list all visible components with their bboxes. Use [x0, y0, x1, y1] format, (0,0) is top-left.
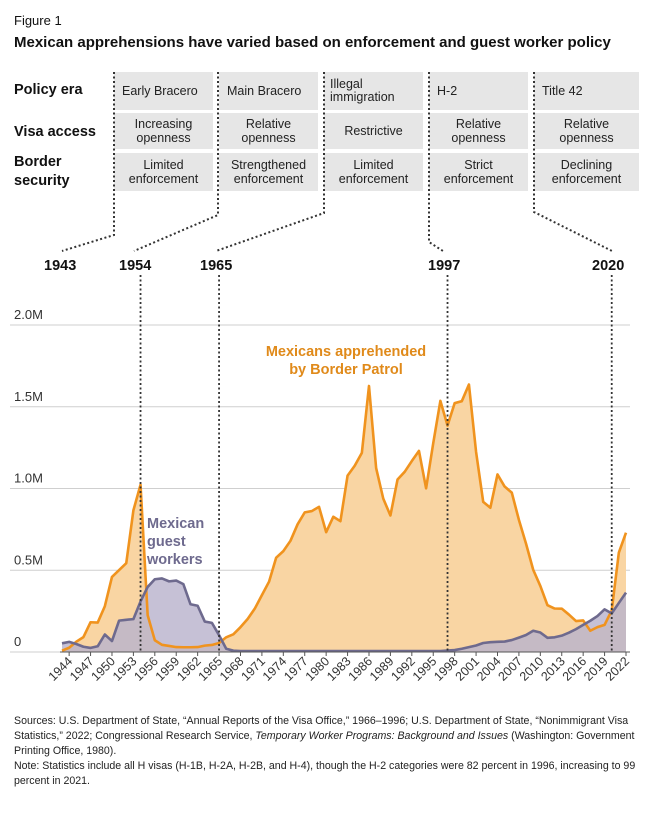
border-title-42: Declining enforcement	[534, 153, 639, 191]
boundary-year-1965: 1965	[200, 258, 233, 274]
era-name: Illegal	[330, 77, 363, 91]
border-line: Declining	[560, 158, 613, 172]
row-label-border-line2: security	[14, 173, 70, 189]
border-line: Limited	[353, 158, 394, 172]
era-name: Title 42	[542, 84, 583, 98]
connector-1943	[61, 72, 115, 252]
annotation-guest-workers: Mexican	[147, 516, 204, 532]
visa-line: openness	[559, 131, 614, 145]
visa-line: openness	[241, 131, 296, 145]
border-main-bracero: Strengthened enforcement	[219, 153, 318, 191]
series-line-guest-workers	[61, 577, 628, 653]
series-area-guest-workers	[62, 578, 626, 652]
annotation-guest-workers: guest	[147, 534, 186, 550]
visa-line: openness	[451, 131, 506, 145]
boundary-year-1997: 1997	[428, 258, 461, 274]
era-illegal-immigration: Illegal immigration	[324, 72, 423, 110]
row-label-border-security: Border security	[14, 153, 70, 191]
visa-title-42: Relative openness	[534, 113, 639, 149]
border-early-bracero: Limited enforcement	[114, 153, 213, 191]
era-main-bracero: Main Bracero	[219, 72, 318, 110]
border-illegal-immigration: Limited enforcement	[324, 153, 423, 191]
sources-text: Sources: U.S. Department of State, “Annu…	[14, 715, 635, 757]
visa-line: Relative	[245, 117, 292, 131]
series-line-apprehensions	[61, 383, 628, 652]
visa-line: Relative	[563, 117, 610, 131]
connector-1954	[133, 72, 219, 252]
row-label-visa-access: Visa access	[14, 124, 96, 140]
note-text: Note: Statistics include all H visas (H-…	[14, 760, 636, 787]
border-line: enforcement	[338, 172, 409, 186]
y-tick-label: 0.5M	[14, 552, 43, 567]
boundary-year-1943: 1943	[44, 258, 77, 274]
era-early-bracero: Early Bracero	[114, 72, 213, 110]
y-tick-label: 2.0M	[14, 307, 43, 322]
annotation-guest-workers: workers	[146, 552, 203, 568]
boundary-year-1954: 1954	[119, 258, 152, 274]
border-line: enforcement	[128, 172, 199, 186]
visa-main-bracero: Relative openness	[219, 113, 318, 149]
x-tick-label: 2022	[603, 654, 633, 684]
row-label-border-line1: Border	[14, 154, 62, 170]
connector-2020	[533, 72, 613, 252]
era-title-42: Title 42	[534, 72, 639, 110]
visa-line: openness	[136, 131, 191, 145]
visa-early-bracero: Increasing openness	[114, 113, 213, 149]
figure-title: Mexican apprehensions have varied based …	[14, 34, 611, 51]
visa-h2: Relative openness	[429, 113, 528, 149]
visa-illegal-immigration: Restrictive	[324, 113, 423, 149]
era-h2: H-2	[429, 72, 528, 110]
border-line: enforcement	[233, 172, 304, 186]
sources-italic: Temporary Worker Programs: Background an…	[255, 730, 509, 742]
border-line: enforcement	[443, 172, 514, 186]
annotation-apprehensions: by Border Patrol	[289, 362, 403, 378]
y-tick-label: 0	[14, 634, 21, 649]
border-line: Limited	[143, 158, 184, 172]
border-h2: Strict enforcement	[429, 153, 528, 191]
era-name: Main Bracero	[227, 84, 302, 98]
connector-1997	[428, 72, 444, 252]
era-name: Early Bracero	[122, 84, 198, 98]
series-area-apprehensions	[62, 384, 626, 652]
boundary-year-2020: 2020	[592, 258, 625, 274]
visa-line: Relative	[455, 117, 502, 131]
connector-1965	[215, 72, 325, 252]
era-name: immigration	[330, 90, 395, 104]
annotation-apprehensions: Mexicans apprehended	[266, 344, 426, 360]
y-tick-label: 1.5M	[14, 389, 43, 404]
border-line: Strengthened	[230, 158, 307, 172]
border-line: Strict	[464, 158, 493, 172]
visa-line: Restrictive	[344, 124, 403, 138]
era-name: H-2	[437, 84, 458, 98]
row-label-policy-era: Policy era	[14, 82, 83, 98]
y-tick-label: 1.0M	[14, 471, 43, 486]
source-notes: Sources: U.S. Department of State, “Annu…	[14, 714, 639, 789]
visa-line: Increasing	[134, 117, 193, 131]
border-line: enforcement	[551, 172, 622, 186]
figure-label: Figure 1	[14, 13, 62, 28]
